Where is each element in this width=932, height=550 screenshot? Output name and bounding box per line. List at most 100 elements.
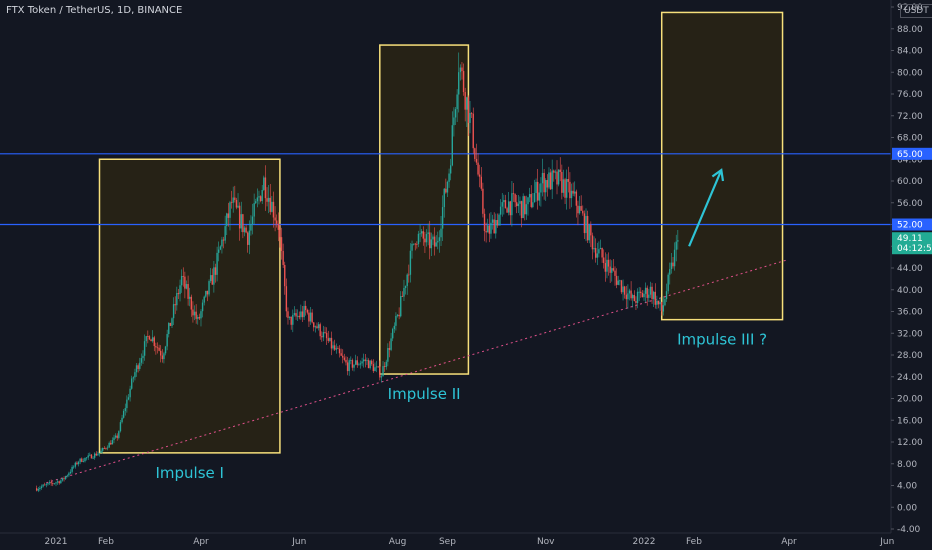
candle (303, 300, 305, 320)
candle (306, 308, 309, 315)
candle-body (485, 230, 487, 233)
candle (375, 360, 378, 373)
candle-body (351, 360, 354, 368)
candle (607, 252, 610, 276)
candle (100, 448, 102, 453)
candle (193, 305, 196, 321)
candle (190, 294, 193, 317)
candle (372, 359, 375, 374)
candle (124, 403, 126, 416)
candle (382, 361, 384, 377)
candle-body (201, 302, 204, 312)
candle (179, 279, 181, 302)
candle-body (71, 466, 73, 472)
candle-body (131, 378, 133, 389)
candle (148, 335, 151, 341)
candle-body (482, 188, 484, 214)
candle (200, 309, 202, 327)
candle (435, 235, 437, 247)
candle (596, 242, 598, 266)
candle (445, 178, 447, 194)
candle-body (438, 237, 441, 241)
candle-body (230, 202, 233, 204)
candle (374, 362, 376, 372)
candle-body (548, 172, 550, 188)
candle (649, 281, 652, 298)
candle (261, 185, 263, 204)
candle-body (546, 180, 549, 188)
candle (127, 393, 130, 401)
candle (60, 479, 62, 484)
candle-body (287, 311, 289, 318)
currency-badge[interactable]: USDT (900, 4, 932, 18)
candle-body (574, 191, 576, 194)
candle-body (483, 213, 486, 231)
candle-body (586, 215, 589, 241)
candle (496, 213, 499, 228)
candle (411, 240, 413, 259)
candle-body (559, 169, 561, 172)
candle (582, 205, 584, 216)
candle (554, 169, 557, 180)
candle (61, 477, 64, 482)
candle-body (409, 250, 412, 275)
candle-body (168, 322, 170, 335)
candle (222, 236, 225, 249)
candle-body (470, 112, 473, 114)
candle (247, 231, 249, 253)
candle-body (646, 287, 648, 298)
candle (562, 169, 565, 197)
candle-body (180, 275, 183, 286)
candle-body (420, 231, 423, 234)
candle-body (42, 484, 44, 487)
candle-body (615, 275, 618, 285)
price-tick-label: 84.00 (897, 47, 923, 57)
candle (366, 357, 368, 366)
candle (622, 279, 624, 301)
price-tick-label: 60.00 (897, 177, 923, 187)
candle (140, 353, 143, 366)
candle (432, 234, 434, 246)
candle-body (603, 257, 605, 264)
candle (64, 475, 67, 481)
candle-body (472, 113, 474, 149)
candle (638, 286, 640, 302)
candle-body (580, 206, 582, 211)
candle-body (609, 266, 611, 273)
candle-body (106, 447, 109, 449)
candle-body (532, 202, 534, 207)
candle-body (160, 350, 162, 356)
candle-body (670, 262, 673, 270)
candle (132, 376, 135, 383)
candle (118, 430, 120, 440)
candle-body (309, 312, 312, 322)
candle (632, 293, 634, 308)
candle-body (588, 224, 590, 241)
candle-body (124, 408, 126, 411)
candle-body (404, 286, 407, 288)
candle (615, 268, 618, 289)
candle-body (267, 197, 270, 202)
candle-body (623, 286, 626, 295)
candle-body (242, 214, 244, 233)
price-tick-label: 4.00 (897, 482, 917, 492)
candle-body (491, 219, 494, 223)
candle (528, 187, 531, 203)
candle-body (606, 259, 608, 272)
candle-body (396, 314, 399, 316)
candle (652, 290, 655, 307)
candle-body (661, 302, 663, 312)
candle (635, 296, 637, 311)
candle (522, 193, 524, 219)
candle (448, 168, 450, 188)
candle-body (672, 262, 674, 267)
candle (620, 279, 623, 295)
candle (512, 183, 515, 202)
candle (504, 194, 507, 209)
candle-body (102, 447, 104, 451)
candle (300, 304, 302, 320)
candle (511, 180, 513, 227)
candle (383, 362, 386, 372)
candle (367, 358, 370, 369)
